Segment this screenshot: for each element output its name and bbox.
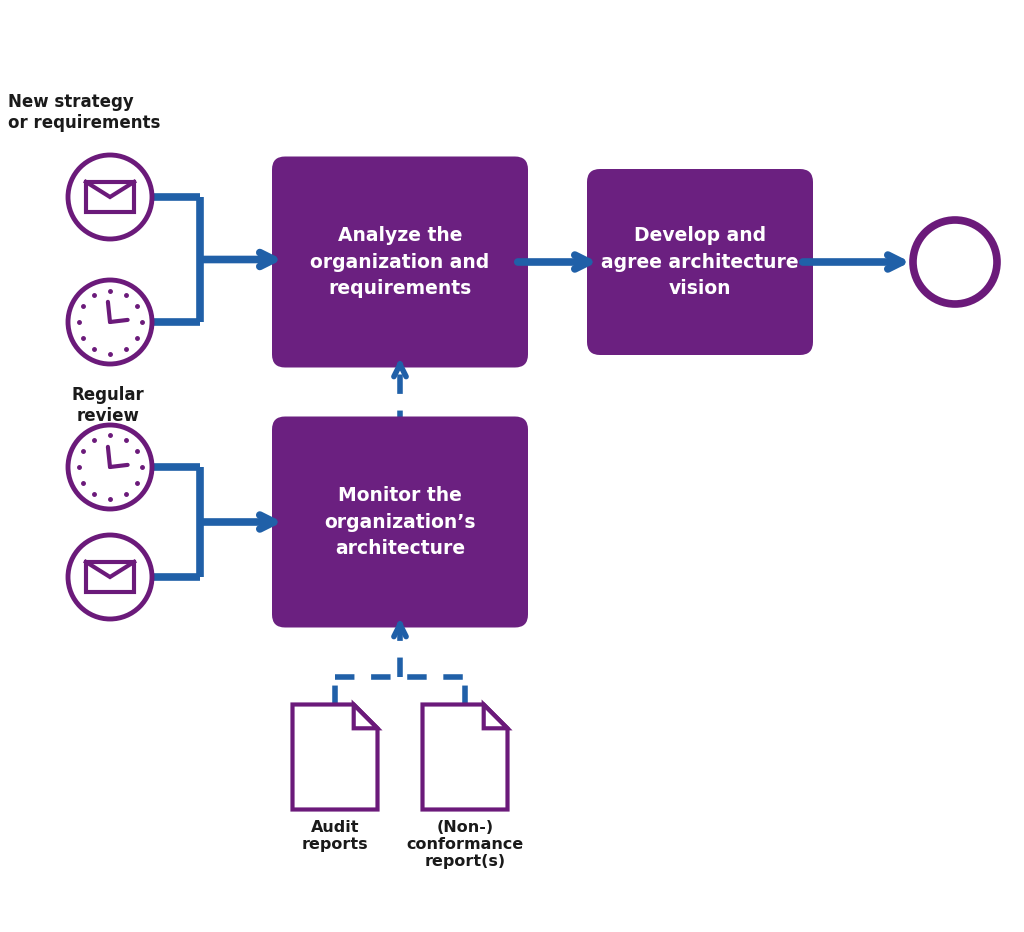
Polygon shape <box>423 705 508 810</box>
Text: Analyze the
organization and
requirements: Analyze the organization and requirement… <box>310 226 489 298</box>
Polygon shape <box>293 705 378 810</box>
Bar <box>86 562 134 592</box>
Text: Develop and
agree architecture
vision: Develop and agree architecture vision <box>601 226 799 298</box>
FancyBboxPatch shape <box>272 157 528 367</box>
Text: New strategy
or requirements: New strategy or requirements <box>8 93 161 131</box>
Bar <box>86 182 134 212</box>
FancyBboxPatch shape <box>272 417 528 627</box>
Text: (Non-)
conformance
report(s): (Non-) conformance report(s) <box>407 819 523 870</box>
Text: Monitor the
organization’s
architecture: Monitor the organization’s architecture <box>325 486 476 558</box>
Text: Regular
review: Regular review <box>72 386 144 425</box>
Text: Audit
reports: Audit reports <box>302 819 369 852</box>
FancyBboxPatch shape <box>587 169 813 355</box>
